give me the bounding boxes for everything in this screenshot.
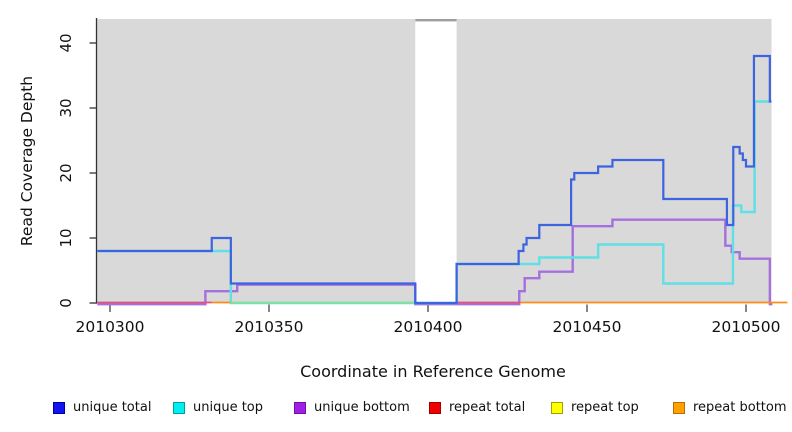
legend-label: unique bottom	[314, 400, 410, 415]
y-tick-label: 20	[57, 163, 75, 182]
legend-label: unique top	[193, 400, 264, 415]
x-axis-title: Coordinate in Reference Genome	[300, 362, 566, 381]
y-tick-label: 0	[57, 298, 75, 308]
legend-swatch-unique-bottom	[294, 401, 306, 414]
legend-item-repeat-bottom: repeat bottom	[673, 400, 787, 415]
legend-swatch-unique-top	[173, 401, 185, 414]
y-tick-label: 10	[57, 228, 75, 247]
uncovered-gap-region	[415, 19, 457, 303]
legend-swatch-repeat-total	[429, 401, 441, 414]
series-unique-bottom-line	[97, 218, 773, 306]
y-tick-label: 30	[57, 98, 75, 117]
legend-label: repeat bottom	[693, 400, 787, 415]
y-tick-label: 40	[57, 33, 75, 52]
legend-item-unique-total: unique total	[53, 400, 151, 415]
legend-label: repeat total	[449, 400, 526, 415]
x-tick-label: 2010300	[75, 318, 144, 336]
legend: unique total unique top unique bottom re…	[0, 400, 792, 422]
x-tick-label: 2010500	[711, 318, 780, 336]
legend-label: unique total	[73, 400, 152, 415]
legend-item-repeat-total: repeat total	[429, 400, 525, 415]
legend-label: repeat top	[571, 400, 639, 415]
y-axis-title: Read Coverage Depth	[18, 75, 36, 247]
series-unique-total-line	[97, 54, 772, 305]
legend-swatch-unique-total	[53, 401, 65, 414]
legend-item-unique-bottom: unique bottom	[294, 400, 410, 415]
legend-item-unique-top: unique top	[173, 400, 263, 415]
x-tick-label: 2010450	[552, 318, 621, 336]
x-tick-label: 2010350	[234, 318, 303, 336]
gap-top-bar	[415, 19, 457, 22]
x-tick-label: 2010400	[393, 318, 462, 336]
legend-swatch-repeat-top	[551, 401, 563, 414]
legend-swatch-repeat-bottom	[673, 401, 685, 414]
legend-item-repeat-top: repeat top	[551, 400, 639, 415]
